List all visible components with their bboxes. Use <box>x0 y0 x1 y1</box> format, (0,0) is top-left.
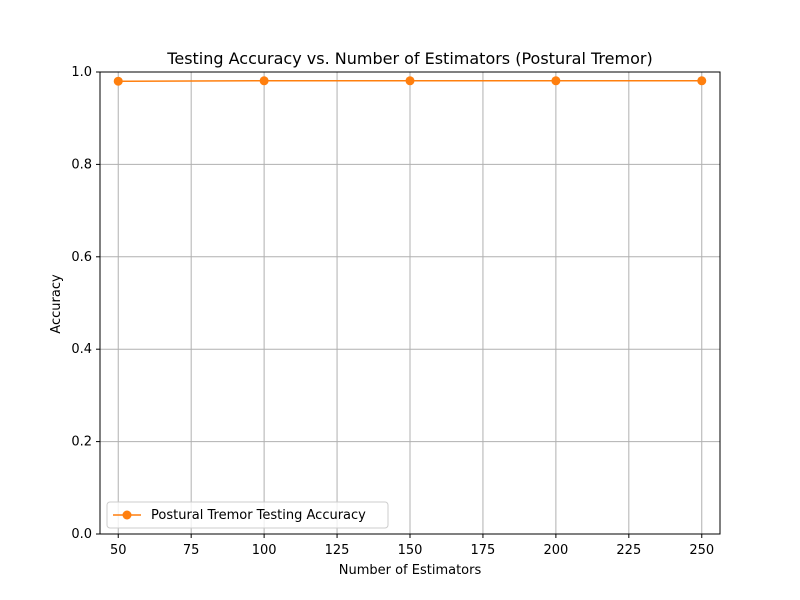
data-point-150 <box>405 76 415 86</box>
x-tick-label-250: 250 <box>689 543 714 558</box>
data-point-200 <box>551 76 561 86</box>
chart-title: Testing Accuracy vs. Number of Estimator… <box>166 49 652 68</box>
y-tick-label-0.4: 0.4 <box>71 342 92 357</box>
y-tick-label-1.0: 1.0 <box>71 65 92 80</box>
data-point-100 <box>259 76 269 86</box>
ticks-layer: 50 75 100 125 150 175 200 225 250 0.0 0.2 0.4 0.6 0.8… <box>71 65 714 558</box>
x-tick-label-175: 175 <box>471 543 496 558</box>
legend-box <box>106 501 389 529</box>
x-tick-label-225: 225 <box>616 543 641 558</box>
y-tick-label-0.6: 0.6 <box>71 250 92 265</box>
legend: Postural Tremor Testing Accuracy <box>106 501 389 529</box>
legend-marker-sample <box>122 510 132 520</box>
x-tick-label-50: 50 <box>110 543 127 558</box>
x-tick-label-100: 100 <box>252 543 277 558</box>
x-tick-label-200: 200 <box>543 543 568 558</box>
y-tick-label-0.8: 0.8 <box>71 157 92 172</box>
data-point-250 <box>697 76 707 86</box>
data-point-50 <box>113 76 123 86</box>
y-tick-label-0.0: 0.0 <box>71 527 92 542</box>
series-layer <box>113 76 707 86</box>
x-tick-label-150: 150 <box>398 543 423 558</box>
x-axis-label: Number of Estimators <box>339 563 482 578</box>
y-tick-label-0.2: 0.2 <box>71 435 92 450</box>
legend-label: Postural Tremor Testing Accuracy <box>151 508 366 523</box>
x-tick-label-125: 125 <box>325 543 350 558</box>
y-axis-label: Accuracy <box>49 274 64 334</box>
x-tick-label-75: 75 <box>183 543 200 558</box>
